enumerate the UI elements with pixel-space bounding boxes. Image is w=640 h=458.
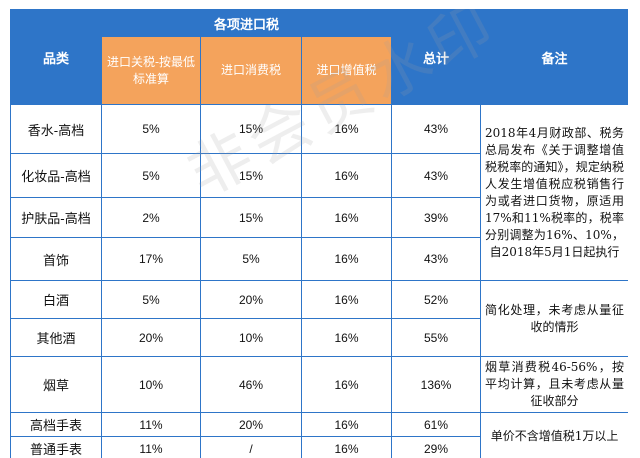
header-note: 备注: [480, 9, 628, 105]
row-total: 61%: [391, 412, 482, 437]
table-row: 烟草 10% 46% 16% 136% 烟草消费税46-56%，按平均计算，且未…: [10, 356, 628, 413]
table-row: 香水-高档 5% 15% 16% 43% 2018年4月财政部、税务总局发布《关…: [10, 104, 628, 281]
row-category: 高档手表: [10, 412, 102, 437]
row-category: 白酒: [10, 280, 102, 319]
row-tariff: 2%: [101, 197, 201, 238]
table-row: 护肤品-高档 2% 15% 16% 39%: [10, 197, 629, 238]
header-category: 品类: [10, 9, 102, 105]
row-vat: 16%: [300, 436, 393, 458]
row-consumption: 10%: [200, 318, 302, 357]
row-tariff: 5%: [101, 153, 201, 198]
row-total: 43%: [391, 104, 482, 154]
row-total: 29%: [391, 436, 482, 458]
table-row: 高档手表 11% 20% 16% 61% 单价不含增值税1万以上: [10, 412, 628, 458]
row-vat: 16%: [300, 153, 393, 198]
row-vat: 16%: [300, 356, 393, 413]
row-category: 首饰: [10, 237, 102, 281]
row-consumption: /: [200, 436, 302, 458]
row-total: 39%: [391, 197, 482, 238]
row-tariff: 11%: [101, 436, 201, 458]
row-vat: 16%: [300, 197, 393, 238]
row-total: 55%: [391, 318, 482, 357]
row-category: 护肤品-高档: [10, 197, 102, 238]
tax-table-container: 品类 各项进口税 总计 备注 进口关税-按最低标准算 进口消费税 进口增值税 香…: [10, 9, 628, 458]
row-category: 香水-高档: [10, 104, 102, 154]
note-vat-adjustment: 2018年4月财政部、税务总局发布《关于调整增值税税率的通知》，规定纳税人发生增…: [480, 104, 628, 281]
row-tariff: 10%: [101, 356, 201, 413]
header-tariff: 进口关税-按最低标准算: [101, 36, 201, 105]
note-liquor: 简化处理，未考虑从量征收的情形: [480, 280, 628, 357]
row-tariff: 5%: [101, 104, 201, 154]
table-row: 其他酒 20% 10% 16% 55%: [10, 318, 629, 357]
row-consumption: 15%: [200, 197, 302, 238]
header-import-taxes: 各项进口税: [100, 9, 393, 37]
row-total: 43%: [391, 237, 482, 281]
row-category: 普通手表: [10, 436, 102, 458]
row-consumption: 15%: [200, 104, 302, 154]
table-row: 普通手表 11% / 16% 29%: [10, 436, 629, 458]
row-category: 烟草: [10, 356, 102, 413]
header-vat: 进口增值税: [300, 36, 393, 105]
row-consumption: 5%: [200, 237, 302, 281]
row-vat: 16%: [300, 318, 393, 357]
row-tariff: 5%: [101, 280, 201, 319]
row-total: 52%: [391, 280, 482, 319]
row-category: 其他酒: [10, 318, 102, 357]
table-row: 白酒 5% 20% 16% 52% 简化处理，未考虑从量征收的情形: [10, 280, 628, 357]
row-tariff: 20%: [101, 318, 201, 357]
header-total: 总计: [391, 9, 482, 105]
row-vat: 16%: [300, 412, 393, 437]
row-tariff: 11%: [101, 412, 201, 437]
row-total: 136%: [391, 356, 482, 413]
row-vat: 16%: [300, 237, 393, 281]
row-tariff: 17%: [101, 237, 201, 281]
row-total: 43%: [391, 153, 482, 198]
header-consumption: 进口消费税: [200, 36, 302, 105]
row-consumption: 20%: [200, 280, 302, 319]
row-vat: 16%: [300, 104, 393, 154]
row-consumption: 20%: [200, 412, 302, 437]
table-row: 化妆品-高档 5% 15% 16% 43%: [10, 153, 629, 198]
row-consumption: 15%: [200, 153, 302, 198]
row-category: 化妆品-高档: [10, 153, 102, 198]
row-vat: 16%: [300, 280, 393, 319]
import-tax-table: 品类 各项进口税 总计 备注 进口关税-按最低标准算 进口消费税 进口增值税 香…: [10, 9, 628, 458]
table-row: 首饰 17% 5% 16% 43%: [10, 237, 629, 281]
row-consumption: 46%: [200, 356, 302, 413]
note-watch: 单价不含增值税1万以上: [480, 412, 628, 458]
note-tobacco: 烟草消费税46-56%，按平均计算，且未考虑从量征收部分: [480, 356, 628, 413]
